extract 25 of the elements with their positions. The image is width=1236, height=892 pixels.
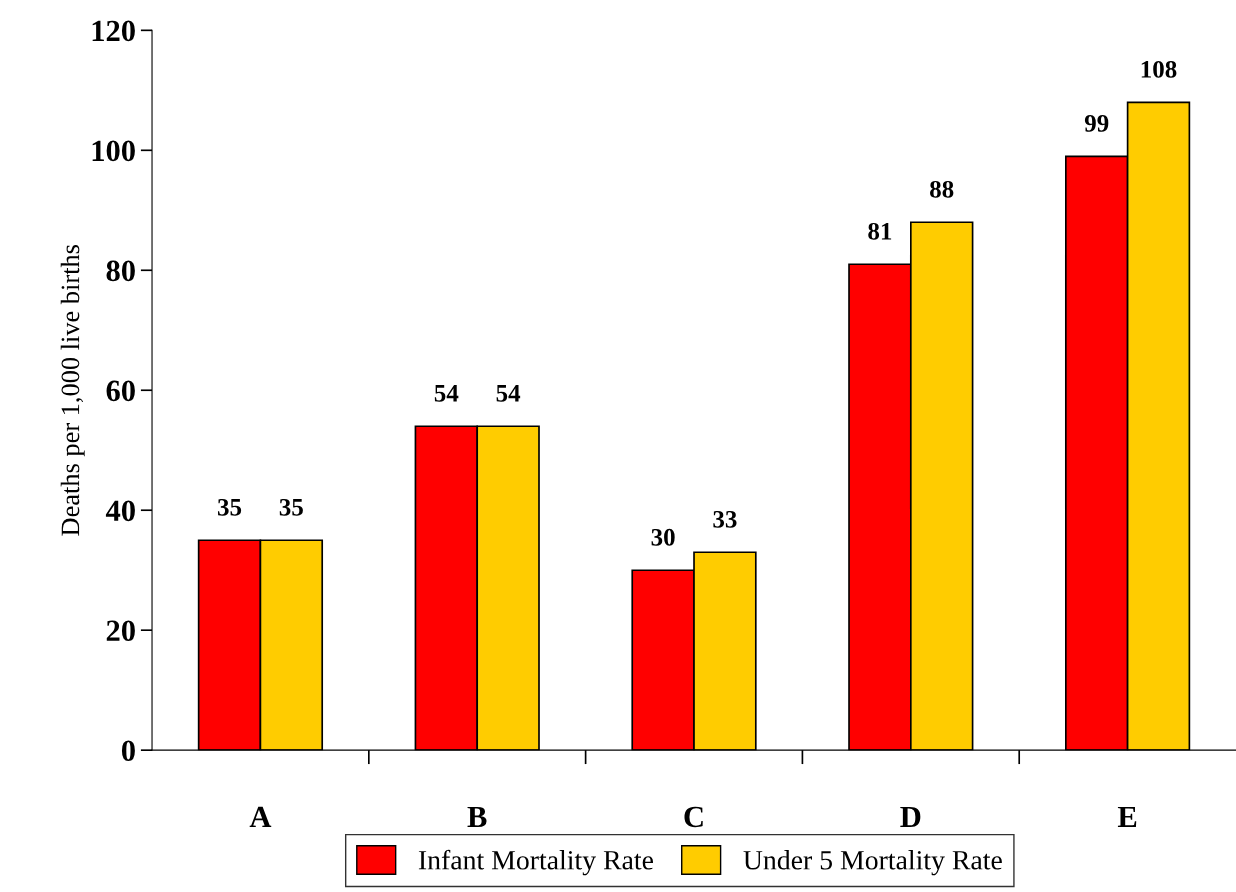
y-tick-label: 40 [105,500,135,522]
data-label: 81 [868,222,892,240]
x-tick-label: A [249,806,272,827]
y-tick-label: 60 [106,380,135,402]
y-tick-label: 20 [106,620,135,642]
data-label: 35 [279,498,303,516]
y-tick-label: 0 [121,740,135,762]
data-label: 54 [496,385,521,402]
data-label: 35 [217,498,242,516]
y-tick-label: 100 [92,140,135,162]
data-label: 88 [930,180,954,198]
legend-label: Infant Mortality Rate [418,849,653,876]
x-tick-label: D [900,806,921,827]
data-label: 30 [651,528,675,546]
data-label: 108 [1141,60,1177,78]
y-tick-label: 80 [106,260,135,282]
y-axis-title: Deaths per 1,000 live births [60,245,85,536]
data-label: 54 [434,385,459,402]
x-tick-label: B [467,806,487,828]
data-label: 99 [1084,114,1109,132]
data-label: 33 [713,510,737,528]
y-tick-label: 120 [92,20,135,42]
x-tick-label: C [684,806,703,828]
legend-label: Under 5 Mortality Rate [743,850,1002,876]
x-tick-label: E [1117,806,1137,827]
